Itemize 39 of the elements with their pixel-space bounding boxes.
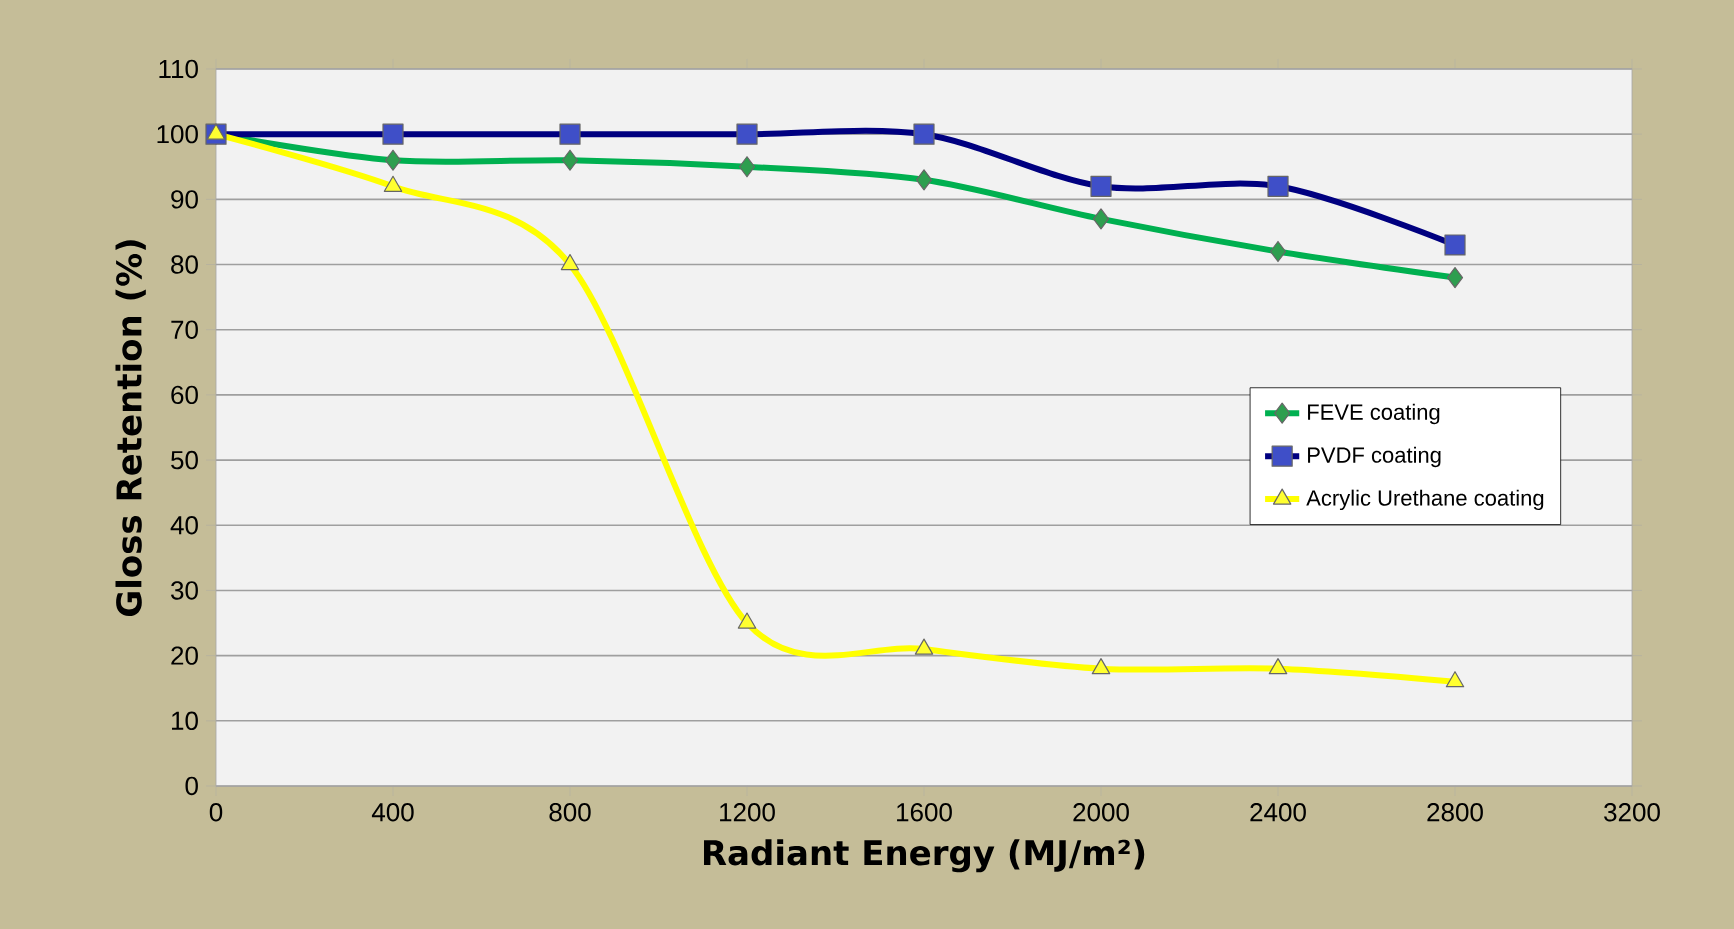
x-axis-title: Radiant Energy (MJ/m²) xyxy=(704,839,1145,873)
point xyxy=(384,149,402,171)
point xyxy=(1268,658,1288,675)
x-tick-label: 0 xyxy=(209,803,223,822)
legend-label: PVDF coating xyxy=(1308,446,1441,468)
legend-label: Acrylic Urethane coating xyxy=(1306,489,1544,511)
x-tick-label: 2400 xyxy=(1250,803,1306,822)
x-tick-label: 1200 xyxy=(720,803,775,822)
point xyxy=(1092,208,1110,230)
y-tick-label: 0 xyxy=(185,776,198,796)
y-tick-label: 90 xyxy=(171,190,198,209)
point xyxy=(915,169,933,191)
y-tick-label: 40 xyxy=(170,516,198,535)
point xyxy=(1269,240,1287,263)
y-tick-label: 30 xyxy=(171,581,198,600)
y-tick-label: 60 xyxy=(171,385,198,405)
point xyxy=(561,149,579,171)
x-tick-label: 400 xyxy=(371,803,414,822)
y-axis-title: Gloss Retention (%) xyxy=(115,240,146,617)
point xyxy=(1091,658,1111,675)
y-tick-label: 100 xyxy=(157,124,198,144)
point xyxy=(914,638,934,655)
y-tick-label: 50 xyxy=(171,450,198,470)
x-tick-label: 800 xyxy=(549,803,591,822)
point xyxy=(738,156,756,178)
y-tick-label: 110 xyxy=(159,59,198,79)
y-tick-label: 70 xyxy=(171,320,198,339)
y-tick-label: 80 xyxy=(171,255,198,274)
point xyxy=(1445,671,1465,688)
x-tick-label: 3200 xyxy=(1604,803,1660,822)
point xyxy=(1446,266,1464,289)
point xyxy=(737,612,757,629)
y-tick-label: 20 xyxy=(171,646,198,665)
x-tick-label: 2000 xyxy=(1073,803,1129,822)
legend-label: FEVE coating xyxy=(1308,403,1440,425)
x-tick-label: 1600 xyxy=(897,803,952,822)
x-tick-label: 2800 xyxy=(1427,803,1483,822)
point xyxy=(560,253,580,271)
y-tick-label: 10 xyxy=(172,711,198,730)
